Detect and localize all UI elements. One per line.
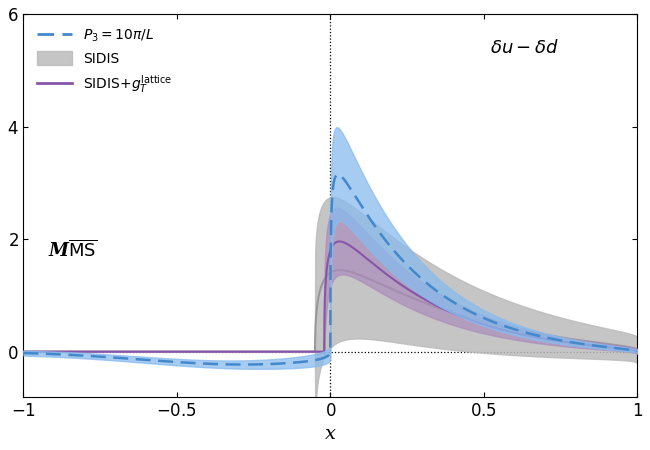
Text: $\delta u - \delta d$: $\delta u - \delta d$ [490,39,559,57]
X-axis label: x: x [325,425,336,443]
Text: M$\overline{\mathrm{MS}}$: M$\overline{\mathrm{MS}}$ [48,239,98,261]
Legend: $P_3 = 10\pi/L$, SIDIS, SIDIS+$g_T^{\mathrm{lattice}}$: $P_3 = 10\pi/L$, SIDIS, SIDIS+$g_T^{\mat… [31,21,179,102]
